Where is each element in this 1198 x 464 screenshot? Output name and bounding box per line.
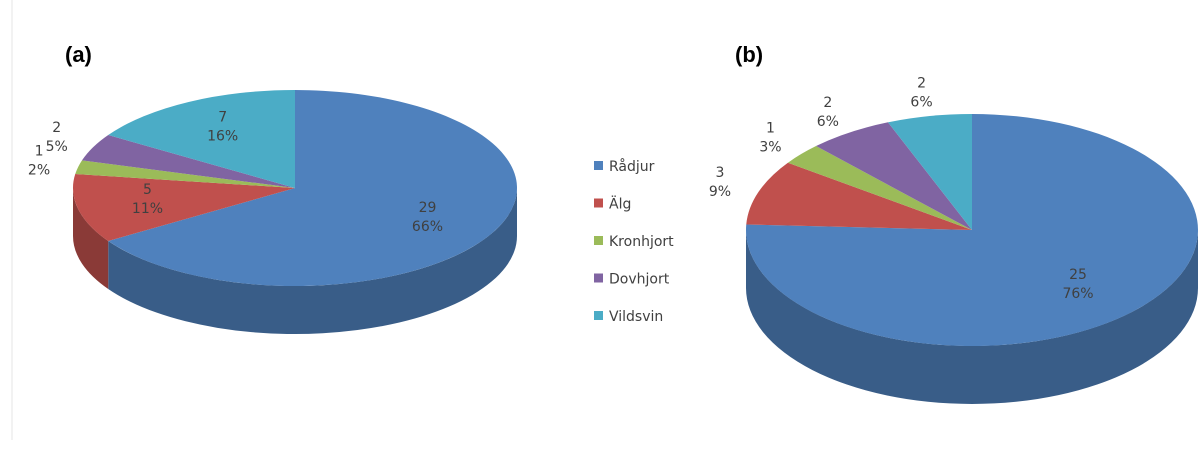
data-label: 7 16% (207, 110, 238, 145)
pie-slice (81, 135, 296, 188)
pie-slice (888, 114, 972, 230)
legend-swatch (594, 311, 603, 320)
pie-slice (746, 162, 972, 230)
data-label-value: 25 (1069, 267, 1087, 283)
data-label-value: 2 (823, 95, 832, 111)
data-label-value: 2 (52, 120, 61, 136)
data-label: 3 9% (709, 165, 731, 200)
data-label: 2 6% (817, 95, 839, 130)
pie-slice (108, 90, 295, 188)
data-label-value: 7 (218, 110, 227, 126)
legend-label: Älg (609, 195, 631, 213)
data-label-percent: 16% (207, 129, 238, 145)
data-label-percent: 6% (910, 95, 932, 111)
pie-slice-side (73, 188, 109, 289)
data-label: 29 66% (412, 200, 443, 235)
legend-swatch (594, 236, 603, 245)
data-label-value: 2 (917, 76, 926, 92)
data-label-percent: 2% (28, 162, 50, 178)
data-label-percent: 11% (132, 201, 163, 217)
pie-slice (108, 90, 518, 286)
data-label-value: 3 (716, 165, 725, 181)
data-label: 2 6% (910, 76, 932, 111)
legend-label: Kronhjort (609, 234, 674, 250)
pie-slice (746, 114, 1198, 347)
data-label: 5 11% (132, 182, 163, 217)
data-label-value: 5 (143, 182, 152, 198)
pie-slice-side (746, 230, 1198, 404)
legend-label: Dovhjort (609, 272, 670, 288)
data-label-value: 1 (766, 120, 775, 136)
data-label-percent: 3% (759, 139, 781, 155)
data-label: 1 3% (759, 120, 781, 155)
data-label-value: 29 (419, 200, 437, 216)
chart-title: (b) (735, 42, 763, 67)
pie-slice (816, 122, 972, 230)
data-label: 1 2% (28, 143, 50, 178)
legend-label: Rådjur (609, 158, 655, 175)
pie-slice (72, 174, 295, 241)
data-label-percent: 66% (412, 219, 443, 235)
pie-slice (787, 146, 972, 230)
data-label: 2 5% (46, 120, 68, 155)
data-label-percent: 76% (1062, 286, 1093, 302)
legend-swatch (594, 161, 603, 170)
data-label: 25 76% (1062, 267, 1093, 302)
pie-slice (75, 160, 295, 188)
pie-slice-side (108, 188, 518, 334)
data-label-percent: 6% (817, 114, 839, 130)
data-label-value: 1 (35, 143, 44, 159)
data-label-percent: 9% (709, 184, 731, 200)
chart-title: (a) (65, 42, 92, 67)
data-label-percent: 5% (46, 139, 68, 155)
legend-label: Vildsvin (609, 309, 663, 325)
legend-swatch (594, 273, 603, 283)
legend-swatch (594, 198, 603, 208)
